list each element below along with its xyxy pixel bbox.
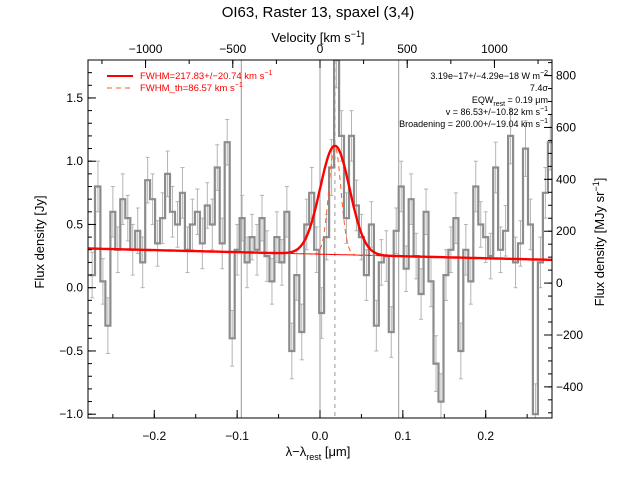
y2-tick-label: 800 xyxy=(556,69,576,83)
x-tick-label: 0.1 xyxy=(395,429,412,443)
eqw-annotation: EQWrest = 0.19 μm xyxy=(472,95,548,108)
bottom-axis-label: λ−λrest [μm] xyxy=(286,444,351,462)
line-flux-annotation: 3.19e−17+/−4.29e−18 W m−2 xyxy=(430,70,548,81)
y2-tick-label: 600 xyxy=(556,120,576,134)
right-axis-label: Flux density [MJy sr−1] xyxy=(591,178,607,307)
axes: −0.2 −0.1 0.0 0.1 0.2 −1000 −500 0 500 1000 −1.0 −0… xyxy=(59,42,583,443)
gaussian-fit-line xyxy=(88,144,552,262)
y-tick-label: 0.0 xyxy=(66,281,83,295)
top-axis-label: Velocity [km s−1] xyxy=(271,29,364,45)
y2-tick-label: 400 xyxy=(556,172,576,186)
fit-annotations: 3.19e−17+/−4.29e−18 W m−2 7.4σ EQWrest =… xyxy=(399,70,548,129)
y2-tick-label: 200 xyxy=(556,224,576,238)
broadening-annotation: Broadening = 200.00+/−19.04 km s−1 xyxy=(399,118,548,129)
y2-tick-label: −400 xyxy=(556,380,583,394)
y2-tick-label: 0 xyxy=(556,276,563,290)
x-tick-label: −0.2 xyxy=(142,429,166,443)
left-axis-label: Flux density [Jy] xyxy=(32,195,47,288)
x2-tick-label: −500 xyxy=(219,42,246,56)
legend-fit-label: FWHM=217.83+/−20.74 km s−1 xyxy=(140,70,272,82)
legend-thermal-label: FWHM_th=86.57 km s−1 xyxy=(140,82,243,94)
y-tick-label: −1.0 xyxy=(59,407,83,421)
x2-tick-label: 500 xyxy=(397,42,417,56)
y-tick-label: 1.0 xyxy=(66,154,83,168)
chart-title: OI63, Raster 13, spaxel (3,4) xyxy=(222,4,415,21)
x-tick-label: 0.0 xyxy=(312,429,329,443)
y-tick-label: 1.5 xyxy=(66,91,83,105)
x2-tick-label: 0 xyxy=(317,42,324,56)
x2-tick-label: 1000 xyxy=(481,42,508,56)
y2-tick-label: −200 xyxy=(556,328,583,342)
significance-annotation: 7.4σ xyxy=(530,83,549,93)
legend: FWHM=217.83+/−20.74 km s−1 FWHM_th=86.57… xyxy=(107,70,272,94)
spectrum-line xyxy=(89,60,552,416)
velocity-annotation: v = 86.53+/−10.82 km s−1 xyxy=(446,106,548,117)
x-tick-label: −0.1 xyxy=(225,429,249,443)
y-tick-label: 0.5 xyxy=(66,217,83,231)
y-tick-label: −0.5 xyxy=(59,344,83,358)
x2-tick-label: −1000 xyxy=(129,42,163,56)
x-tick-label: 0.2 xyxy=(477,429,494,443)
